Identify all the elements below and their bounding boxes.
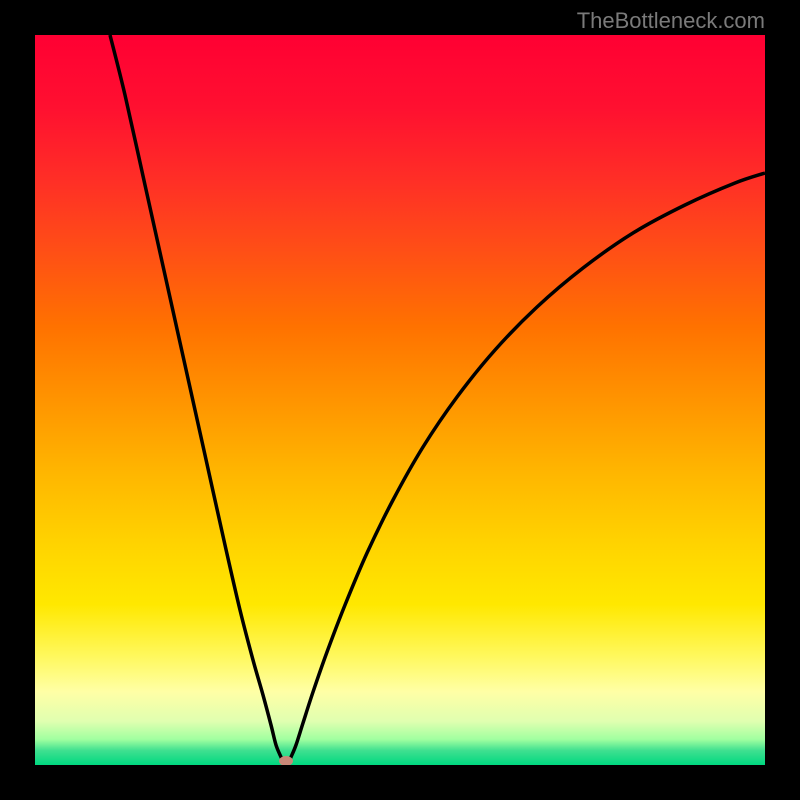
watermark-text: TheBottleneck.com — [577, 8, 765, 34]
chart-curve — [35, 35, 765, 765]
chart-plot-area — [35, 35, 765, 765]
chart-minimum-marker — [279, 756, 293, 765]
